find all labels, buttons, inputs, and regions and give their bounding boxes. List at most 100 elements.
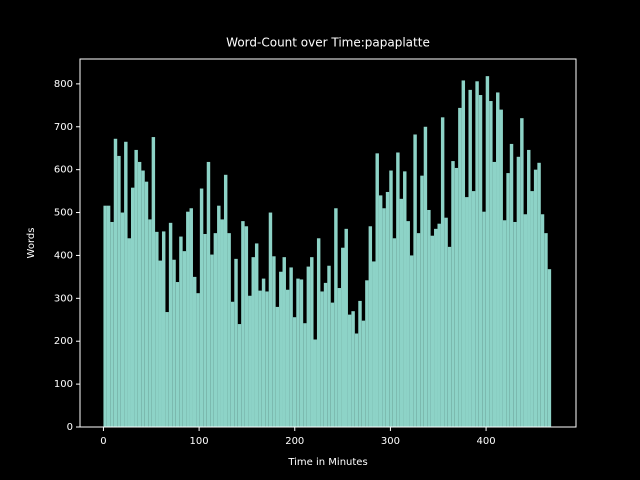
bar — [327, 265, 331, 427]
bar — [416, 233, 421, 427]
bar — [285, 289, 290, 427]
y-tick-label: 800 — [54, 79, 73, 90]
bar — [368, 226, 373, 427]
bar — [251, 257, 255, 427]
bar — [537, 162, 541, 428]
bar — [196, 293, 200, 427]
bar — [217, 205, 221, 427]
bar — [130, 187, 135, 427]
bar — [289, 267, 293, 427]
bar — [303, 323, 307, 427]
bar — [320, 291, 324, 427]
bar — [516, 156, 521, 427]
bar — [220, 219, 224, 427]
bar — [544, 233, 548, 427]
bar — [206, 161, 211, 427]
bar — [372, 261, 376, 427]
bar — [268, 212, 273, 427]
bar — [241, 221, 245, 427]
bar — [382, 208, 386, 427]
bar — [399, 198, 404, 427]
bar — [186, 211, 190, 427]
bar — [513, 221, 517, 427]
bar — [254, 243, 259, 427]
bar — [134, 149, 138, 427]
bar — [527, 149, 531, 427]
bar — [330, 302, 335, 427]
bar — [378, 195, 383, 427]
x-axis-label: Time in Minutes — [287, 457, 367, 468]
bar — [430, 235, 435, 427]
bar — [468, 89, 472, 428]
bar — [103, 205, 107, 427]
bar — [223, 174, 228, 427]
bar — [165, 312, 169, 427]
bar — [337, 288, 342, 427]
bar — [478, 95, 483, 428]
bar — [461, 80, 466, 427]
bar — [520, 118, 524, 427]
x-tick-label: 100 — [190, 436, 209, 447]
bar — [409, 255, 414, 427]
bar — [434, 228, 438, 427]
bar — [261, 278, 266, 427]
bar — [199, 188, 204, 427]
bar — [272, 256, 276, 427]
bar — [182, 251, 187, 427]
bar — [292, 317, 297, 427]
bar — [375, 153, 379, 427]
bar — [113, 138, 118, 427]
bar — [506, 173, 510, 427]
bar — [237, 324, 242, 427]
bar — [365, 280, 369, 427]
bar — [389, 170, 393, 428]
bar — [151, 137, 156, 427]
bar — [316, 238, 321, 427]
bar — [227, 233, 231, 427]
y-tick-label: 100 — [54, 379, 73, 390]
bar — [244, 226, 249, 427]
bar — [310, 257, 314, 427]
bar — [296, 278, 300, 427]
bar — [403, 171, 407, 427]
y-tick-label: 200 — [54, 336, 73, 347]
bar — [230, 301, 235, 427]
y-tick-label: 300 — [54, 293, 73, 304]
bar — [110, 221, 114, 427]
y-tick-label: 500 — [54, 208, 73, 219]
bar — [496, 92, 500, 428]
bar — [358, 300, 362, 427]
bar — [396, 152, 400, 427]
bar — [120, 212, 125, 427]
bar — [234, 258, 238, 427]
bar — [489, 101, 493, 428]
bar — [354, 333, 359, 427]
bar — [275, 306, 280, 427]
chart-title: Word-Count over Time:papaplatte — [226, 36, 430, 50]
x-tick-label: 400 — [477, 436, 496, 447]
bar — [248, 295, 252, 427]
bar — [437, 223, 441, 427]
bar — [492, 161, 497, 427]
plot-frame — [79, 58, 577, 428]
x-tick-label: 200 — [285, 436, 304, 447]
bar — [203, 233, 207, 427]
bar — [306, 266, 311, 427]
bar — [141, 170, 145, 428]
bar — [454, 167, 459, 428]
bar — [313, 339, 317, 427]
bar — [117, 155, 121, 427]
bar — [485, 76, 490, 427]
bar — [533, 169, 538, 427]
bar — [189, 208, 193, 427]
bar — [155, 231, 159, 427]
bar — [334, 208, 338, 427]
bar — [451, 161, 455, 427]
bar — [258, 290, 262, 427]
x-tick-label: 0 — [100, 436, 106, 447]
bar — [523, 214, 528, 427]
bar — [392, 238, 397, 427]
bar — [192, 276, 197, 427]
